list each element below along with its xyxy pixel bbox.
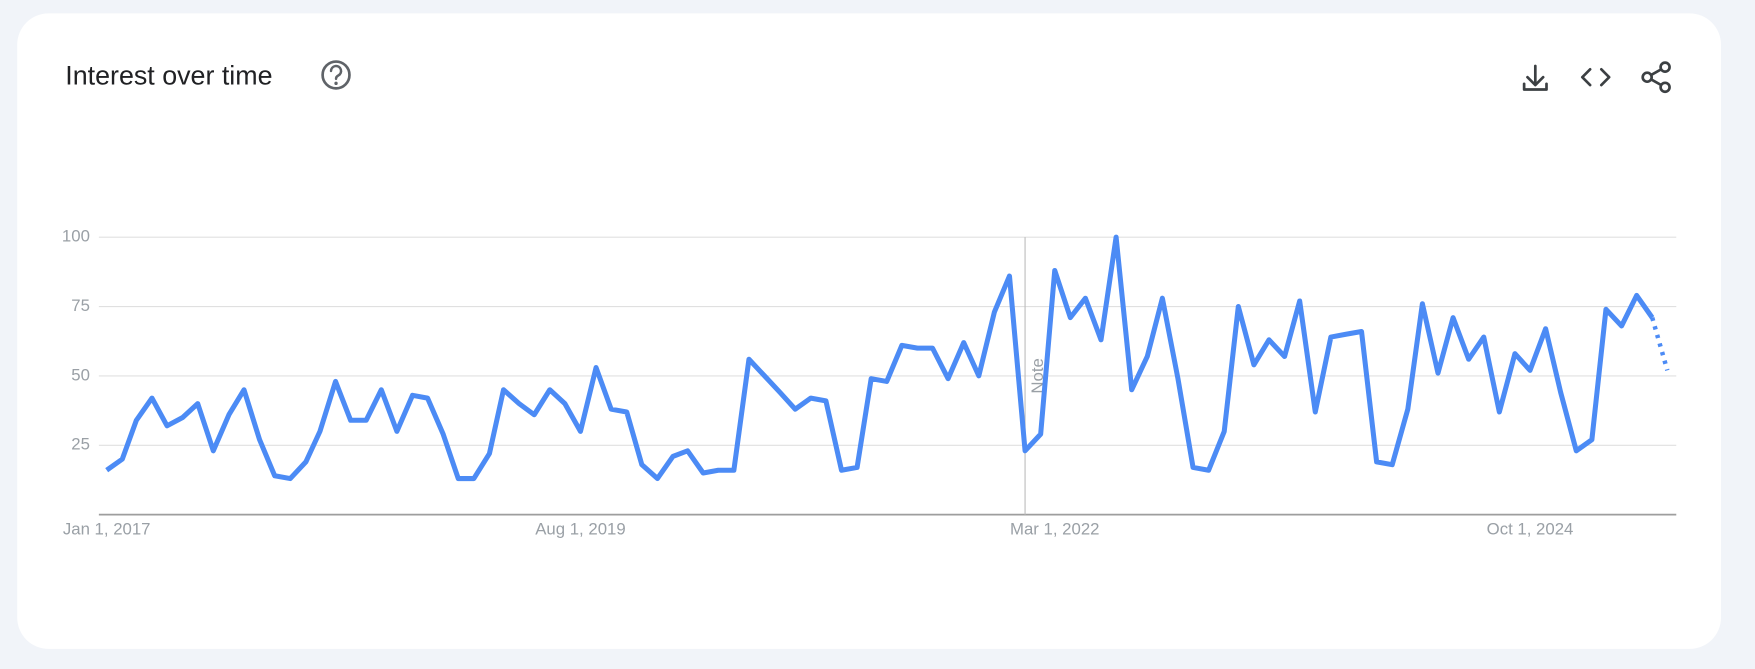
x-tick-label: Jan 1, 2017 <box>63 520 151 539</box>
help-icon[interactable] <box>321 60 351 90</box>
embed-icon[interactable] <box>1580 68 1611 87</box>
download-icon[interactable] <box>1522 64 1548 91</box>
x-tick-label: Mar 1, 2022 <box>1010 520 1099 539</box>
x-tick-label: Aug 1, 2019 <box>535 520 625 539</box>
annotation-label: Note <box>1028 358 1047 393</box>
trend-line-partial <box>1650 317 1670 371</box>
share-icon[interactable] <box>1641 61 1671 94</box>
trend-line <box>105 234 1655 482</box>
y-tick-label: 100 <box>62 227 90 246</box>
chart-title: Interest over time <box>65 60 272 90</box>
x-tick-label: Oct 1, 2024 <box>1487 520 1574 539</box>
y-tick-label: 50 <box>71 365 90 384</box>
y-tick-label: 25 <box>71 435 90 454</box>
card <box>17 13 1722 649</box>
y-tick-label: 75 <box>71 296 90 315</box>
